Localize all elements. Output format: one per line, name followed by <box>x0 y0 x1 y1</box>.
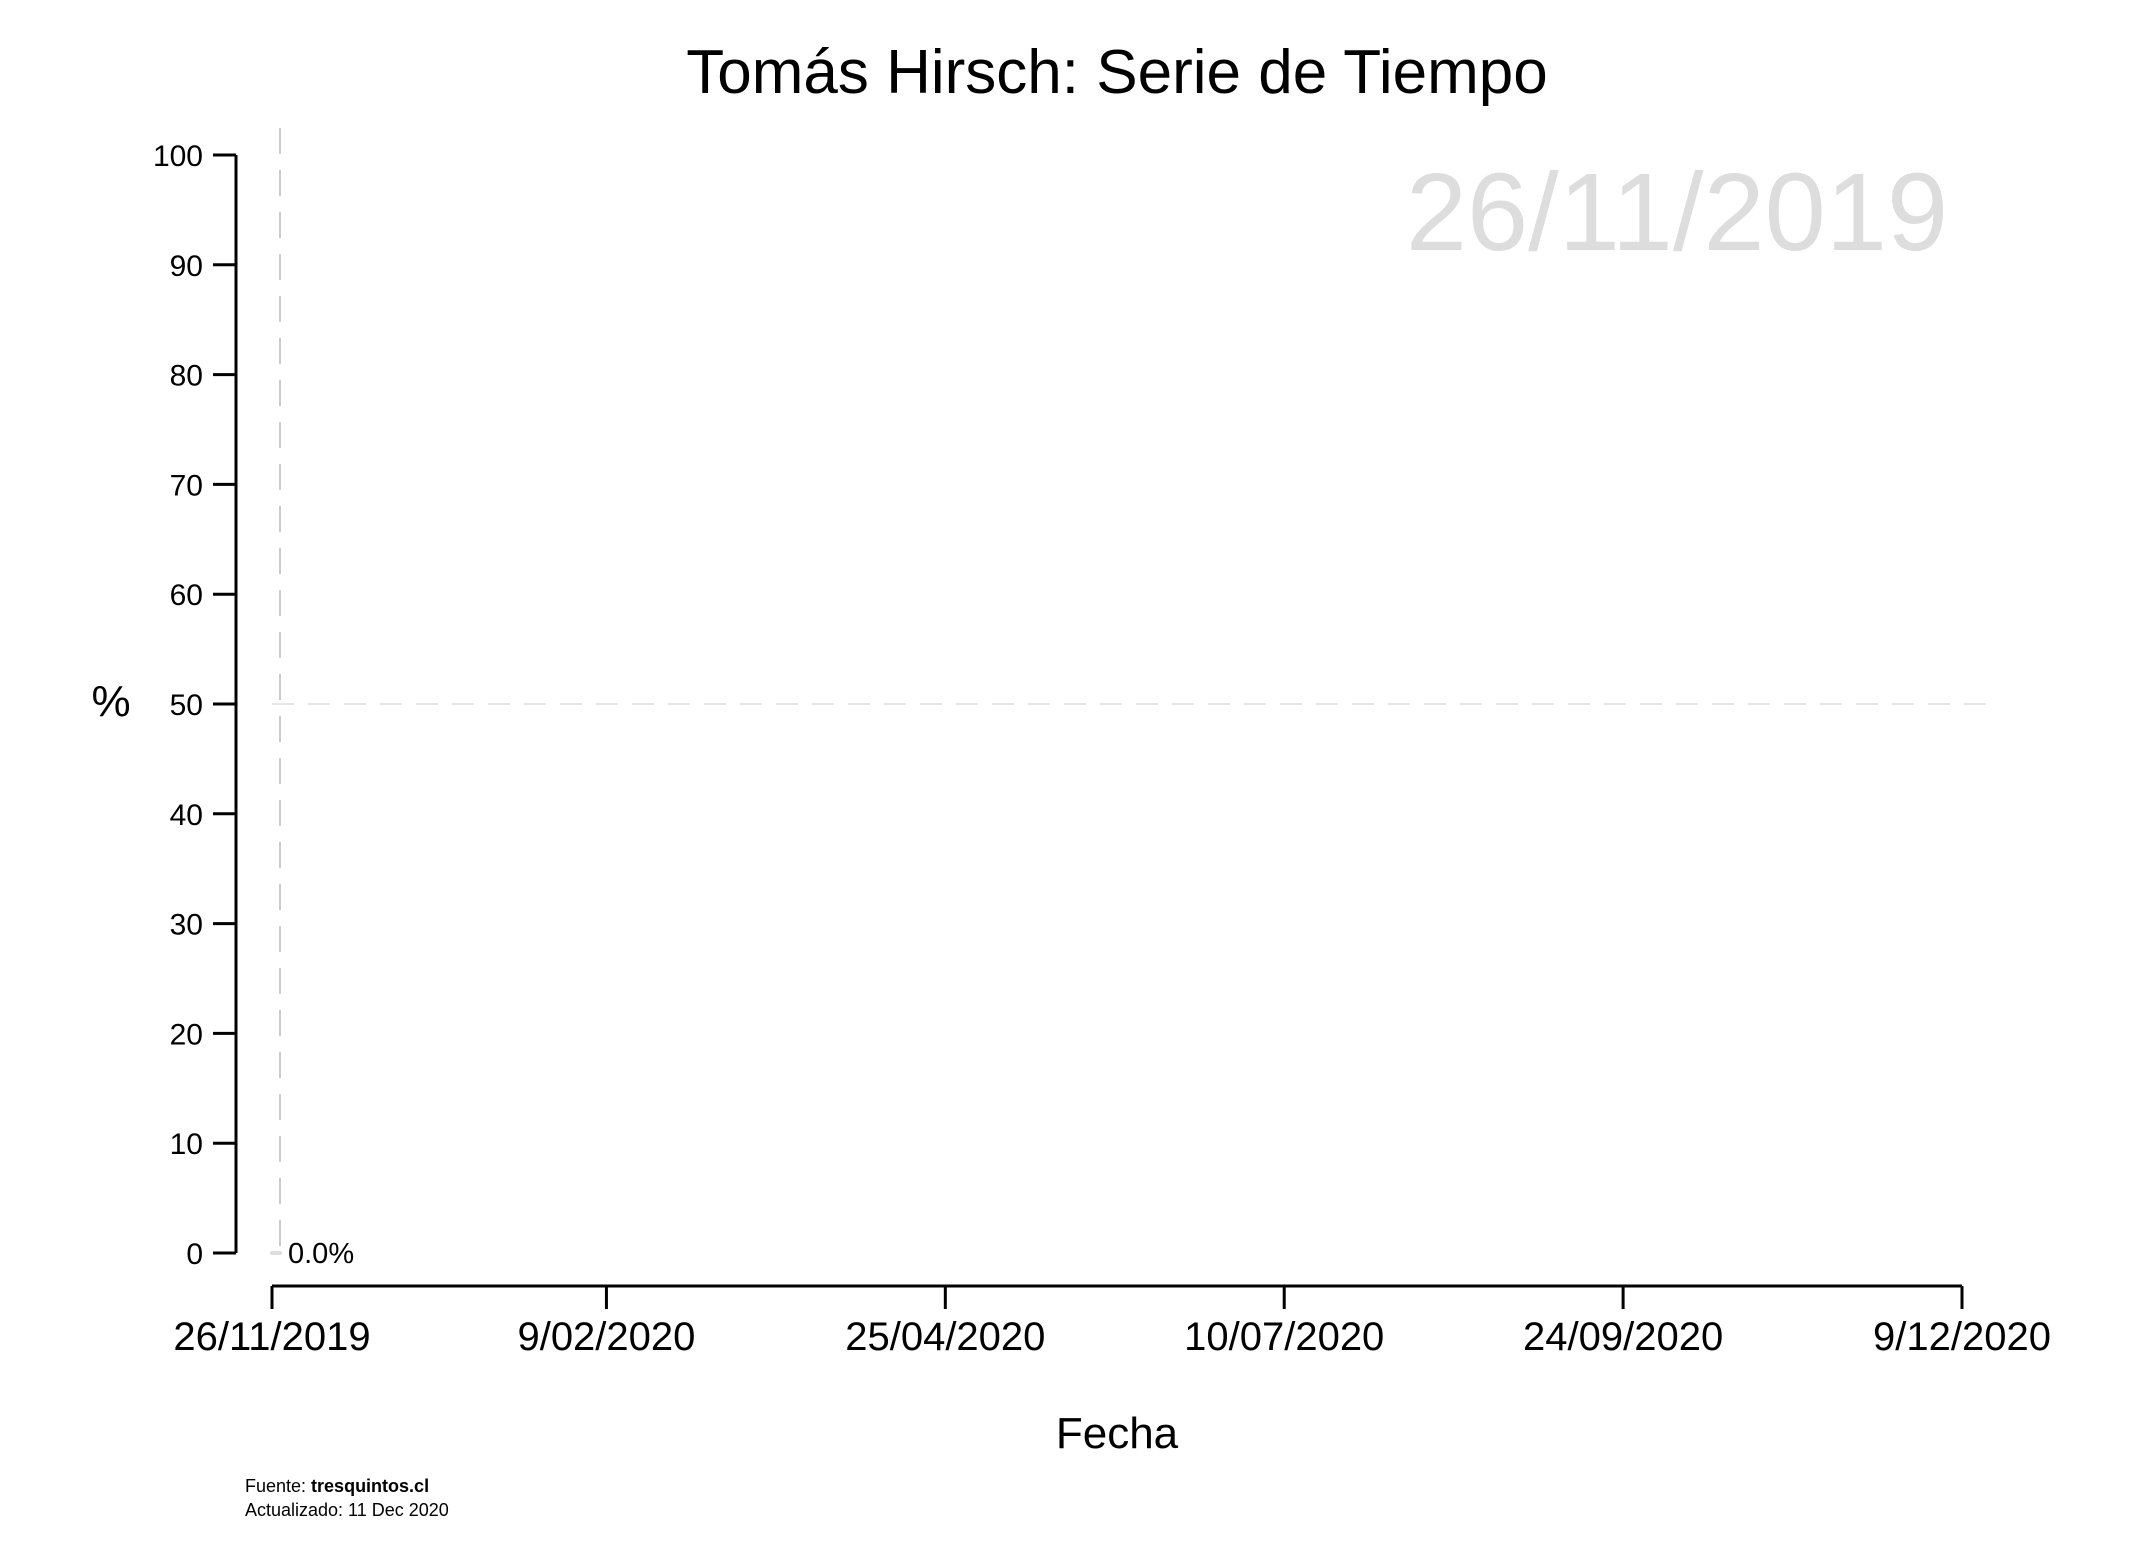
y-axis-label: % <box>91 677 130 726</box>
y-tick-label: 100 <box>153 140 203 173</box>
x-tick-label: 25/04/2020 <box>845 1315 1045 1359</box>
y-tick-label: 40 <box>170 799 203 832</box>
y-tick-label: 90 <box>170 250 203 283</box>
x-tick-label: 9/12/2020 <box>1873 1315 2051 1359</box>
date-watermark: 26/11/2019 <box>1406 151 1948 274</box>
x-tick-label: 9/02/2020 <box>517 1315 695 1359</box>
y-tick-label: 60 <box>170 579 203 612</box>
reference-lines <box>272 128 2000 1253</box>
y-tick-label: 0 <box>186 1238 203 1271</box>
y-tick-label: 10 <box>170 1128 203 1161</box>
x-tick-label: 24/09/2020 <box>1523 1315 1723 1359</box>
chart-title: Tomás Hirsch: Serie de Tiempo <box>686 38 1547 107</box>
x-axis-label: Fecha <box>1056 1409 1179 1458</box>
series-layer: 0.0% <box>270 1238 354 1270</box>
footer-source: Fuente: tresquintos.cl <box>245 1476 429 1496</box>
y-tick-label: 70 <box>170 469 203 502</box>
y-tick-label: 50 <box>170 689 203 722</box>
x-tick-label: 26/11/2019 <box>173 1315 370 1359</box>
y-tick-label: 30 <box>170 909 203 942</box>
y-tick-label: 80 <box>170 360 203 393</box>
x-ticks: 26/11/2019 9/02/2020 25/04/2020 10/07/2020 2… <box>173 1286 2051 1359</box>
footer-updated: Actualizado: 11 Dec 2020 <box>245 1500 449 1520</box>
footer-source-prefix: Fuente: <box>245 1476 311 1496</box>
footer-source-name: tresquintos.cl <box>311 1476 429 1496</box>
y-tick-label: 20 <box>170 1018 203 1051</box>
series-value-label: 0.0% <box>288 1238 354 1270</box>
y-ticks: 0 10 20 30 40 50 60 70 80 90 100 <box>153 140 236 1271</box>
x-tick-label: 10/07/2020 <box>1184 1315 1384 1359</box>
